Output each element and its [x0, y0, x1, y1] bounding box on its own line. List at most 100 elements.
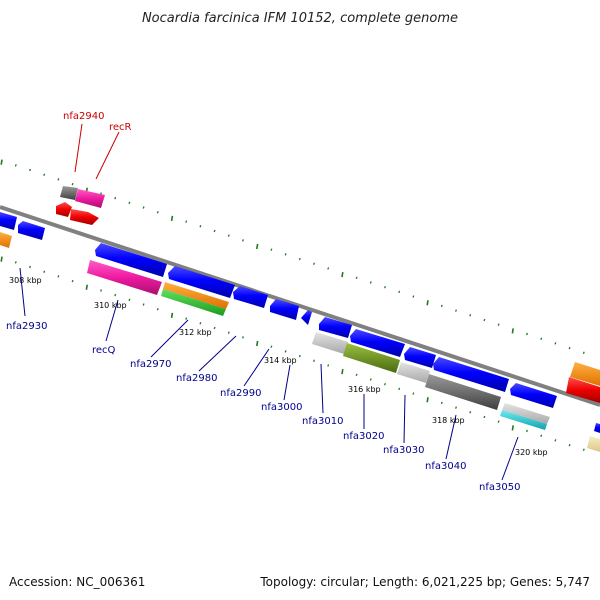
tick-minor [355, 373, 358, 377]
tick-minor [312, 262, 316, 265]
tick-minor [99, 289, 103, 292]
gene-feature-reverse [425, 374, 501, 410]
gene-feature-reverse [233, 286, 268, 308]
genome-backbone [0, 205, 600, 407]
tick-minor [412, 392, 415, 395]
scale-label: 310 kbp [94, 301, 127, 310]
tick-minor [114, 196, 117, 200]
leader-line [19, 267, 26, 317]
gene-feature-forward [75, 189, 105, 208]
tick-minor [525, 332, 529, 336]
gene-label-recQ[interactable]: recQ [92, 345, 116, 356]
scale-label: 314 kbp [264, 356, 297, 365]
tick-minor [327, 364, 330, 367]
gene-label-nfa3030[interactable]: nfa3030 [383, 445, 424, 456]
gene-label-nfa2970[interactable]: nfa2970 [130, 359, 171, 370]
tick-minor [213, 326, 216, 330]
tick-minor [241, 239, 245, 242]
tick-minor [156, 210, 159, 214]
tick-minor [14, 261, 17, 264]
tick-minor [227, 331, 230, 334]
tick-minor [497, 323, 500, 326]
tick-minor [383, 382, 387, 386]
tick-minor [398, 290, 401, 294]
scale-label: 318 kbp [432, 416, 465, 425]
tick-minor [383, 285, 387, 289]
scale-label: 312 kbp [179, 328, 212, 337]
tick-major [426, 397, 429, 403]
tick-minor [312, 359, 316, 362]
tick-minor [156, 307, 159, 311]
gene-feature-reverse [510, 383, 557, 408]
tick-minor [57, 275, 60, 278]
tick-major [256, 340, 259, 347]
reverse-features [0, 212, 600, 452]
tick-major [170, 312, 174, 319]
tick-minor [525, 429, 529, 433]
tick-major [341, 271, 344, 278]
tick-major [341, 368, 344, 375]
gene-feature-reverse [350, 329, 405, 357]
tick-minor [568, 346, 571, 350]
tick-minor [469, 314, 472, 317]
tick-minor [213, 229, 216, 233]
gene-label-nfa3020[interactable]: nfa3020 [343, 431, 384, 442]
gene-feature-reverse [168, 266, 235, 298]
gene-feature-reverse [397, 362, 430, 383]
gene-feature-forward [60, 186, 78, 200]
scale-labels: 308 kbp 310 kbp 312 kbp 314 kbp 316 kbp … [9, 276, 548, 457]
gene-feature-forward [56, 202, 72, 217]
tick-minor [355, 276, 358, 280]
gene-feature-reverse [594, 423, 600, 433]
tick-minor [540, 434, 543, 437]
tick-minor [270, 345, 273, 348]
gene-feature-reverse [161, 289, 226, 316]
tick-minor [284, 253, 287, 256]
gene-feature-reverse [343, 343, 400, 373]
gene-feature-forward [570, 362, 600, 386]
accession-text: Accession: NC_006361 [9, 575, 146, 589]
tick-minor [227, 234, 230, 237]
tick-major [170, 215, 174, 222]
tick-minor [327, 267, 330, 270]
tick-minor [483, 415, 486, 419]
gene-label-nfa2980[interactable]: nfa2980 [176, 373, 217, 384]
tick-minor [185, 317, 188, 320]
tick-minor [469, 411, 472, 414]
gene-label-nfa2930[interactable]: nfa2930 [6, 321, 47, 332]
tick-minor [398, 387, 401, 391]
gene-label-recR[interactable]: recR [109, 122, 132, 133]
tick-minor [199, 225, 202, 228]
tick-minor [185, 220, 188, 223]
tick-minor [43, 270, 46, 273]
gene-feature-reverse [433, 357, 509, 392]
gene-feature-reverse [404, 347, 436, 368]
tick-minor [128, 298, 131, 302]
gene-feature-reverse [18, 221, 45, 240]
leader-line [445, 414, 457, 460]
gene-label-nfa3050[interactable]: nfa3050 [479, 482, 520, 493]
gene-feature-reverse [587, 436, 600, 452]
gene-label-nfa3040[interactable]: nfa3040 [425, 461, 466, 472]
gene-feature-forward [566, 377, 600, 403]
scale-label: 320 kbp [515, 448, 548, 457]
gene-feature-reverse [502, 403, 550, 424]
tick-minor [369, 378, 372, 381]
tick-major [256, 243, 259, 250]
gene-label-nfa2990[interactable]: nfa2990 [220, 388, 261, 399]
tick-major [426, 300, 429, 306]
gene-label-nfa3000[interactable]: nfa3000 [261, 402, 302, 413]
tick-minor [568, 443, 571, 447]
tick-minor [43, 173, 46, 176]
tick-major [511, 425, 514, 431]
leader-line [150, 319, 189, 358]
tick-minor [298, 257, 301, 261]
tick-minor [241, 336, 245, 339]
gene-label-nfa2940[interactable]: nfa2940 [63, 111, 104, 122]
tick-minor [142, 303, 145, 306]
tick-minor [142, 206, 145, 209]
gene-label-nfa3010[interactable]: nfa3010 [302, 416, 343, 427]
tick-minor [298, 354, 301, 358]
tick-minor [199, 322, 202, 325]
